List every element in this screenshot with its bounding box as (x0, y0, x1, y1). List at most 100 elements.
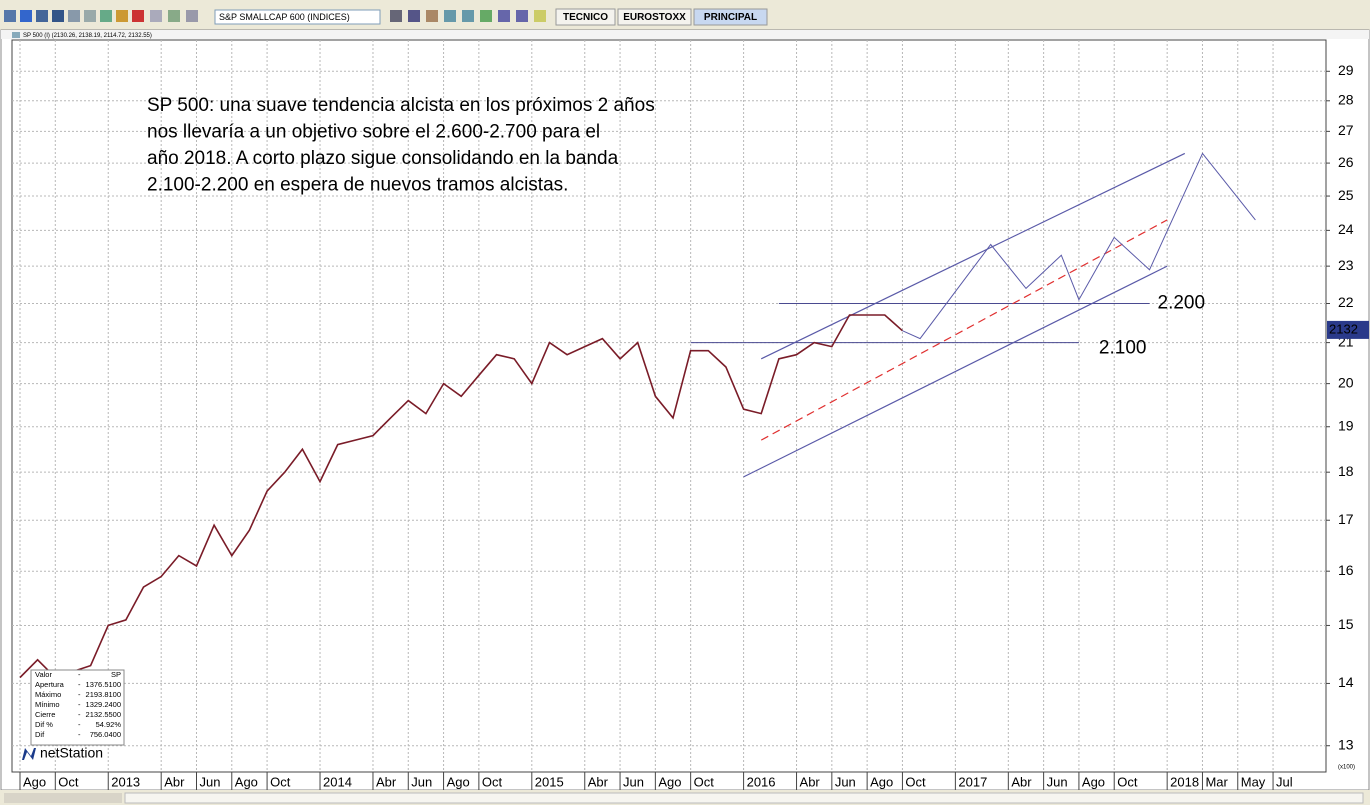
x-tick-label: Ago (235, 774, 258, 789)
icon[interactable] (444, 10, 456, 22)
x-tick-label: Jun (835, 774, 856, 789)
x-tick-label: Jun (1047, 774, 1068, 789)
icon[interactable] (498, 10, 510, 22)
info-label: Máximo (35, 690, 61, 699)
y-tick-label: 20 (1338, 374, 1354, 390)
x-tick-label: Oct (905, 774, 926, 789)
icon[interactable] (168, 10, 180, 22)
chart-header-bar (1, 30, 1369, 39)
icon[interactable] (84, 10, 96, 22)
info-value: 2132.5500 (86, 710, 121, 719)
header-icon (12, 32, 20, 38)
info-label: Dif % (35, 720, 53, 729)
x-tick-label: Ago (23, 774, 46, 789)
x-tick-label: May (1241, 774, 1266, 789)
icon[interactable] (100, 10, 112, 22)
x-tick-label: Jun (623, 774, 644, 789)
x-tick-label: Jul (1276, 774, 1293, 789)
x-tick-label: Jun (411, 774, 432, 789)
icon[interactable] (426, 10, 438, 22)
x-tick-label: 2018 (1170, 774, 1199, 789)
annotation: año 2018. A corto plazo sigue consolidan… (147, 148, 619, 169)
x-tick-label: Oct (694, 774, 715, 789)
status-icons[interactable] (4, 793, 122, 803)
price-line (19, 314, 903, 679)
channel-line (743, 265, 1168, 478)
chart-header: SP 500 (I) (2130.26, 2138.19, 2114.72, 2… (23, 33, 152, 39)
x-tick-label: Jun (199, 774, 220, 789)
x-tick-label: Oct (1117, 774, 1138, 789)
x-tick-label: Abr (376, 774, 397, 789)
tab[interactable] (693, 8, 768, 26)
symbol[interactable]: S&P SMALLCAP 600 (INDICES) (219, 12, 350, 22)
tab-label[interactable]: TECNICO (563, 12, 608, 23)
level-label: 2.200 (1158, 293, 1206, 314)
icon[interactable] (186, 10, 198, 22)
chart-window (0, 29, 1370, 791)
x-tick-label: 2016 (747, 774, 776, 789)
icon[interactable] (116, 10, 128, 22)
x-tick-label: Oct (482, 774, 503, 789)
x-tick-label: 2013 (111, 774, 140, 789)
info-value: 1376.5100 (86, 680, 121, 689)
y-tick-label: 25 (1338, 187, 1354, 203)
tab[interactable] (555, 8, 616, 26)
icon[interactable] (36, 10, 48, 22)
icon[interactable] (68, 10, 80, 22)
icon[interactable] (132, 10, 144, 22)
y-tick-label: 26 (1338, 154, 1354, 170)
channel-line (760, 219, 1168, 441)
plot-frame (11, 39, 1327, 773)
y-tick-label: 27 (1338, 122, 1354, 138)
icon[interactable] (52, 10, 64, 22)
scrollbar[interactable] (124, 792, 1364, 804)
info-label: Apertura (35, 680, 65, 689)
x-tick-label: 2014 (323, 774, 352, 789)
logo-mark (22, 748, 36, 760)
y-tick-label: 29 (1338, 62, 1354, 78)
x-tick-label: Abr (800, 774, 821, 789)
y-tick-label: 23 (1338, 257, 1354, 273)
x-tick-label: Ago (658, 774, 681, 789)
tab[interactable] (617, 8, 692, 26)
icon[interactable] (462, 10, 474, 22)
y-tick-label: 13 (1338, 736, 1354, 752)
level-label: 2.100 (1099, 338, 1147, 359)
annotation: SP 500: una suave tendencia alcista en l… (147, 95, 655, 116)
tab-label[interactable]: EUROSTOXX (623, 12, 686, 23)
info-box (30, 669, 125, 746)
info-label: Valor (35, 670, 52, 679)
last-value-box (1327, 320, 1369, 339)
x-tick-label: Ago (870, 774, 893, 789)
y-tick-label: 15 (1338, 616, 1354, 632)
info-value: SP (111, 670, 121, 679)
y-tick-label: 17 (1338, 511, 1354, 527)
x-tick-label: Oct (58, 774, 79, 789)
last-value: 2132 (1329, 321, 1358, 336)
icon[interactable] (516, 10, 528, 22)
icon[interactable] (150, 10, 162, 22)
info-value: 756.0400 (90, 730, 121, 739)
y-tick-label: 18 (1338, 463, 1354, 479)
info-sep: - (78, 700, 81, 709)
info-sep: - (78, 690, 81, 699)
icon[interactable] (4, 10, 16, 22)
icon[interactable] (20, 10, 32, 22)
y-tick-label: 14 (1338, 674, 1354, 690)
x-tick-label: Ago (447, 774, 470, 789)
info-sep: - (78, 730, 81, 739)
icon[interactable] (480, 10, 492, 22)
icon[interactable] (390, 10, 402, 22)
info-sep: - (78, 720, 81, 729)
icon[interactable] (408, 10, 420, 22)
info-value: 2193.8100 (86, 690, 121, 699)
annotation: 2.100-2.200 en espera de nuevos tramos a… (147, 175, 568, 196)
info-label: Cierre (35, 710, 55, 719)
tab-label[interactable]: PRINCIPAL (704, 12, 757, 23)
icon[interactable] (534, 10, 546, 22)
y-tick-label: 24 (1338, 221, 1354, 237)
symbol-box[interactable] (214, 9, 381, 25)
x-tick-label: Oct (270, 774, 291, 789)
x-tick-label: Abr (1011, 774, 1032, 789)
